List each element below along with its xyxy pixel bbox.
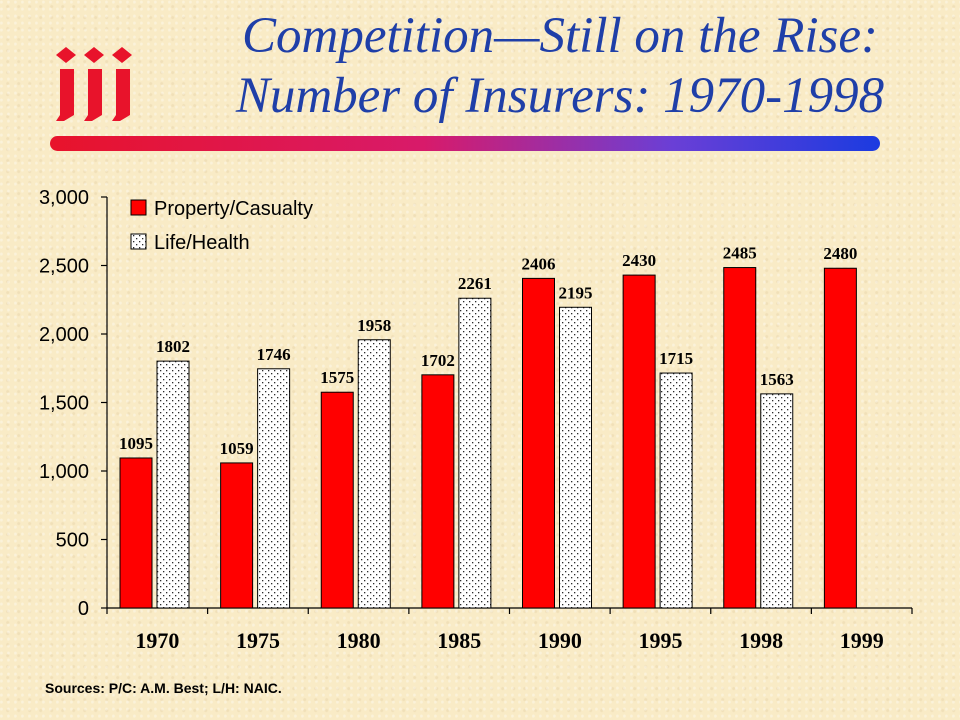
bar-life-health (458, 297, 492, 609)
x-tick-label: 1990 (538, 628, 582, 653)
legend-label: Property/Casualty (154, 198, 313, 220)
bar-property-casualty (119, 457, 153, 609)
bar-property-casualty (723, 267, 757, 609)
bar-life-health (559, 306, 592, 609)
legend-label: Life/Health (154, 232, 250, 254)
data-label: 1715 (659, 349, 693, 368)
data-label: 2430 (622, 251, 656, 270)
x-tick-label: 1980 (337, 628, 381, 653)
bar-property-casualty (421, 374, 455, 609)
title-divider (50, 136, 880, 151)
data-label: 2195 (559, 283, 593, 302)
legend-swatch-property-casualty (130, 199, 147, 216)
chart-bars (119, 267, 857, 609)
bar-life-health (357, 339, 391, 609)
y-tick-label: 500 (56, 530, 89, 552)
data-label: 2480 (823, 244, 857, 263)
y-tick-label: 3,000 (39, 187, 89, 209)
title-line-1: Competition—Still on the Rise: (241, 8, 879, 64)
data-label: 2261 (458, 274, 492, 293)
bar-property-casualty (522, 277, 555, 609)
source-note: Sources: P/C: A.M. Best; L/H: NAIC. (45, 680, 282, 696)
bar-life-health (659, 372, 693, 609)
title-line-2: Number of Insurers: 1970-1998 (235, 68, 885, 124)
x-tick-label: 1970 (135, 628, 179, 653)
iii-logo (56, 47, 132, 121)
data-label: 2485 (723, 244, 757, 263)
chart-axes: 0 500 1,000 1,500 2,000 2,500 3,000 1970 1975 198… (39, 187, 913, 653)
data-label: 1802 (156, 337, 190, 356)
data-label: 1746 (257, 345, 291, 364)
data-label: 1702 (421, 351, 455, 370)
x-tick-label: 1999 (840, 628, 884, 653)
x-tick-label: 1995 (638, 628, 682, 653)
x-tick-label: 1985 (437, 628, 481, 653)
bar-property-casualty (622, 274, 656, 609)
data-label: 1095 (119, 434, 153, 453)
y-tick-label: 2,500 (39, 256, 89, 278)
bar-life-health (156, 360, 190, 609)
bar-property-casualty (823, 267, 857, 609)
chart-legend: Property/Casualty Life/Health (130, 198, 313, 254)
y-tick-label: 1,000 (39, 461, 89, 483)
data-label: 1563 (760, 370, 794, 389)
slide-title: Competition—Still on the Rise: Number of… (170, 6, 950, 126)
chart-data-labels: 1095 1059 1575 1702 2406 2430 2485 2480 1802 1746… (119, 244, 857, 458)
y-tick-label: 2,000 (39, 324, 89, 346)
bar-property-casualty (320, 391, 354, 609)
legend-swatch-life-health (130, 233, 147, 250)
data-label: 1575 (320, 368, 354, 387)
data-label: 1958 (357, 316, 391, 335)
data-label: 1059 (220, 439, 254, 458)
data-label: 2406 (522, 254, 556, 273)
bar-property-casualty (220, 462, 254, 609)
x-tick-label: 1975 (236, 628, 280, 653)
bar-life-health (257, 368, 291, 609)
bar-life-health (760, 393, 794, 609)
y-tick-label: 1,500 (39, 393, 89, 415)
y-tick-label: 0 (78, 598, 89, 620)
x-tick-label: 1998 (739, 628, 783, 653)
